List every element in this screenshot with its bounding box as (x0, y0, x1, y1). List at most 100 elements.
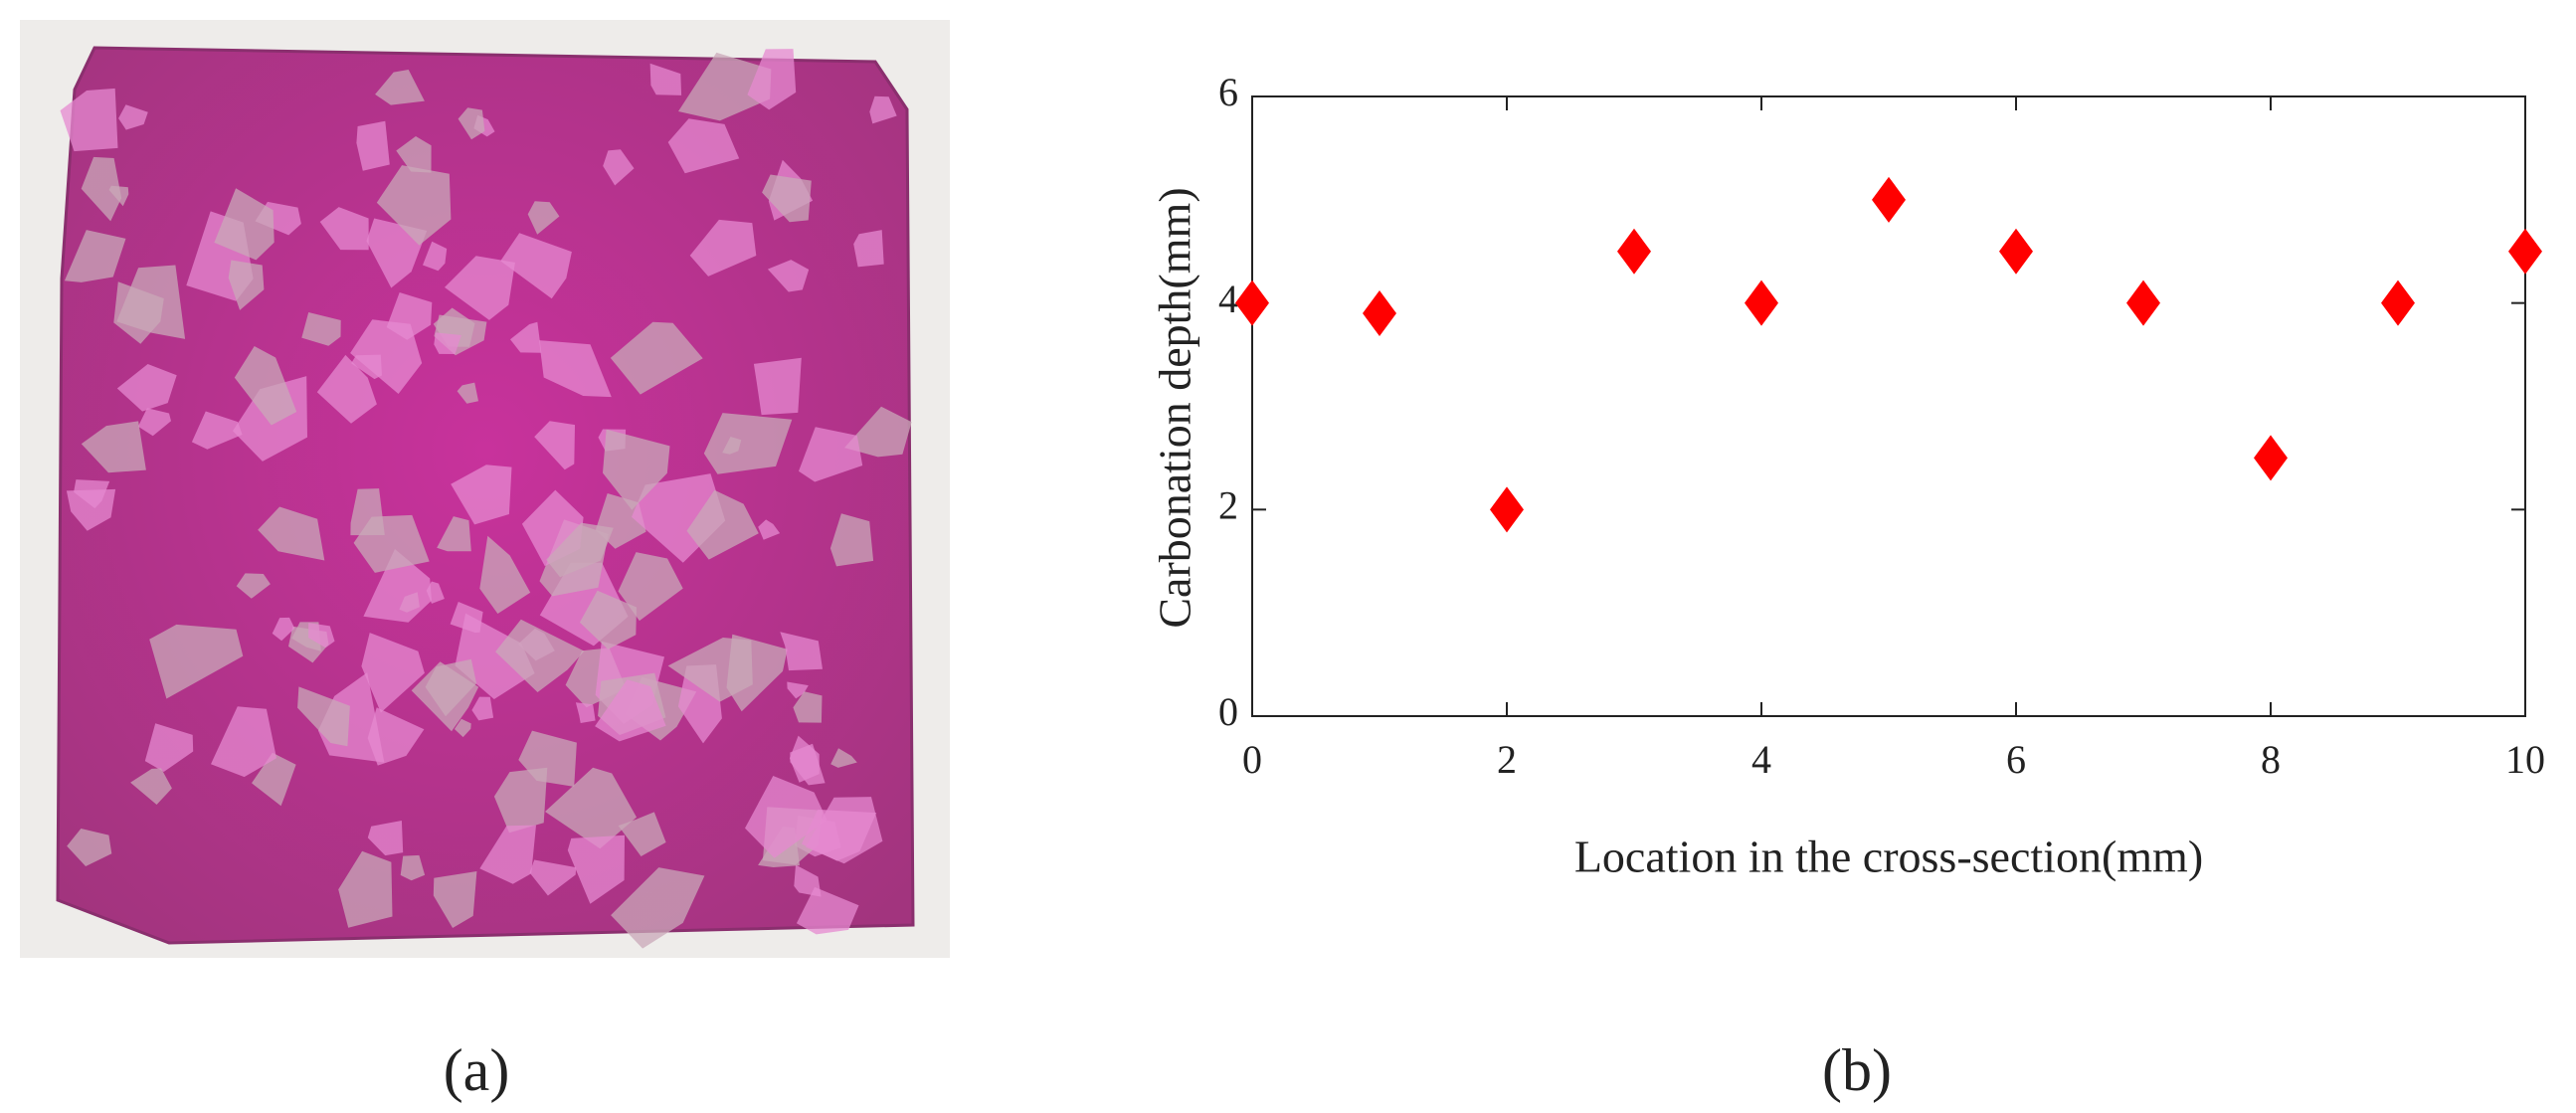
y-axis-label: Carbonation depth(mm) (1150, 187, 1200, 628)
aggregate (703, 413, 793, 474)
aggregate (794, 864, 822, 897)
aggregate (510, 321, 542, 353)
aggregate (780, 632, 823, 671)
aggregate (479, 825, 536, 884)
aggregate (495, 619, 585, 692)
aggregate (493, 767, 548, 834)
x-tick-label: 10 (2505, 737, 2545, 782)
data-point (1999, 228, 2033, 275)
aggregate (234, 346, 297, 426)
data-point (2508, 228, 2542, 275)
aggregate (66, 488, 116, 531)
aggregate (529, 859, 577, 896)
aggregate (458, 107, 485, 140)
aggregate (667, 118, 740, 174)
aggregate (396, 136, 432, 173)
aggregate (144, 723, 194, 772)
plot-frame (1251, 95, 2526, 717)
aggregate (745, 776, 828, 858)
aggregate (767, 260, 810, 292)
aggregate (689, 219, 757, 277)
aggregate (618, 812, 666, 856)
x-tick-label: 0 (1242, 737, 1262, 782)
aggregate (575, 702, 596, 723)
aggregate (252, 752, 296, 807)
aggregate (686, 489, 759, 560)
y-tick-label: 0 (1218, 689, 1238, 734)
aggregate (445, 256, 515, 320)
aggregate (753, 357, 802, 416)
aggregate (116, 364, 177, 412)
aggregate (353, 514, 430, 573)
panel-label: (a) (444, 1037, 510, 1103)
aggregate (338, 850, 393, 928)
aggregate (853, 230, 884, 268)
y-tick-label: 4 (1218, 277, 1238, 321)
x-axis-label: Location in the cross-section(mm) (1574, 832, 2203, 882)
aggregate (67, 829, 112, 866)
aggregate (649, 63, 682, 95)
aggregate (319, 207, 369, 251)
aggregate (471, 696, 494, 721)
x-tick-label: 2 (1497, 737, 1517, 782)
data-point (2254, 435, 2288, 481)
aggregate (137, 408, 171, 437)
aggregate (130, 768, 172, 805)
specimen-photo (20, 20, 950, 958)
aggregate (308, 623, 335, 649)
aggregate (214, 188, 275, 261)
aggregate (361, 633, 425, 713)
aggregate (793, 691, 823, 723)
aggregate (610, 321, 703, 395)
aggregate (747, 49, 797, 110)
aggregate (762, 174, 812, 223)
aggregate (74, 479, 110, 509)
aggregate (829, 513, 874, 567)
aggregate (603, 149, 635, 186)
aggregate (534, 421, 575, 470)
aggregate (211, 706, 276, 778)
aggregate (236, 573, 271, 599)
aggregate (796, 886, 859, 935)
aggregate (579, 590, 637, 649)
aggregate (758, 519, 781, 540)
aggregate (356, 120, 390, 171)
y-tick-label: 6 (1218, 70, 1238, 114)
data-point (1490, 486, 1524, 533)
data-point (1745, 279, 1778, 326)
aggregate (801, 809, 877, 861)
aggregate (375, 70, 425, 105)
aggregate (149, 624, 244, 699)
data-point (1872, 176, 1906, 223)
aggregate (301, 312, 341, 346)
aggregate (433, 871, 477, 928)
aggregate (454, 718, 471, 738)
aggregate (595, 679, 666, 742)
aggregate (81, 156, 122, 222)
aggregate (618, 552, 683, 622)
x-tick-label: 6 (2006, 737, 2026, 782)
aggregate (363, 549, 432, 623)
aggregate (64, 230, 126, 282)
aggregate (81, 421, 146, 473)
data-point (1235, 279, 1269, 326)
aggregate (116, 265, 186, 339)
aggregate (678, 52, 772, 121)
aggregate (546, 522, 614, 578)
aggregate (228, 260, 265, 310)
aggregate (567, 835, 625, 904)
aggregate (367, 821, 404, 856)
aggregate (350, 319, 423, 394)
aggregate (545, 767, 637, 849)
aggregate (844, 406, 912, 458)
x-tick-label: 8 (2261, 737, 2281, 782)
data-point (2126, 279, 2160, 326)
aggregate (297, 686, 350, 747)
aggregate (272, 617, 295, 642)
data-point (2381, 279, 2415, 326)
aggregate (830, 748, 857, 768)
data-point (1363, 290, 1396, 337)
aggregate (527, 201, 560, 235)
